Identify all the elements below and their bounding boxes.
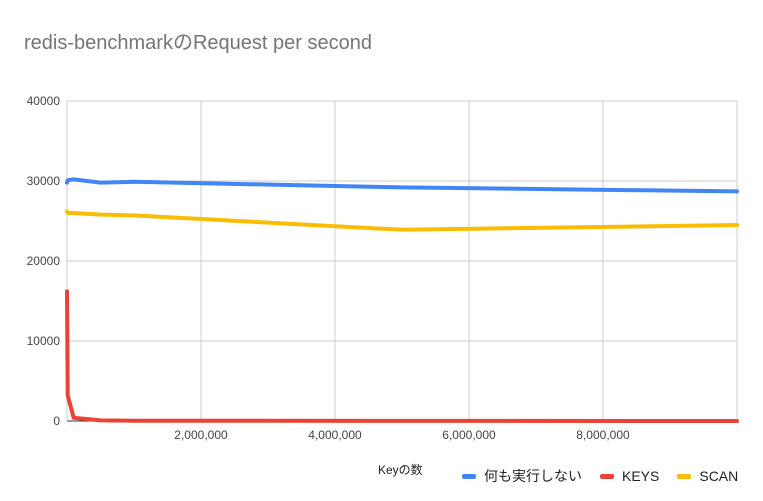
legend-swatch-none [462,473,476,479]
x-axis-ticks: 2,000,000 4,000,000 6,000,000 8,000,000 [174,428,630,442]
grid [66,100,738,422]
x-tick-label: 8,000,000 [576,428,630,442]
legend: 何も実行しない KEYS SCAN [462,466,756,486]
legend-item-none: 何も実行しない [462,466,582,486]
series-lines [65,177,739,423]
series-line-2 [65,209,739,232]
legend-label-keys: KEYS [622,468,660,484]
legend-swatch-scan [677,473,692,479]
legend-label-none: 何も実行しない [484,468,582,484]
legend-label-scan: SCAN [699,468,739,484]
series-line-1 [65,289,739,423]
y-axis-ticks: 0 10000 20000 30000 40000 [27,94,61,428]
y-tick-label: 40000 [27,94,61,108]
y-tick-label: 30000 [27,174,61,188]
chart-title: redis-benchmarkのRequest per second [24,32,372,54]
y-tick-label: 10000 [27,334,61,348]
x-tick-label: 4,000,000 [308,428,362,442]
x-tick-label: 6,000,000 [442,428,496,442]
y-tick-label: 20000 [27,254,61,268]
legend-item-keys: KEYS [600,468,659,484]
x-tick-label: 2,000,000 [174,428,228,442]
legend-swatch-keys [600,473,614,479]
y-tick-label: 0 [53,414,60,428]
series-line-0 [65,177,739,194]
legend-item-scan: SCAN [677,468,738,484]
x-axis-label: Keyの数 [378,463,423,477]
